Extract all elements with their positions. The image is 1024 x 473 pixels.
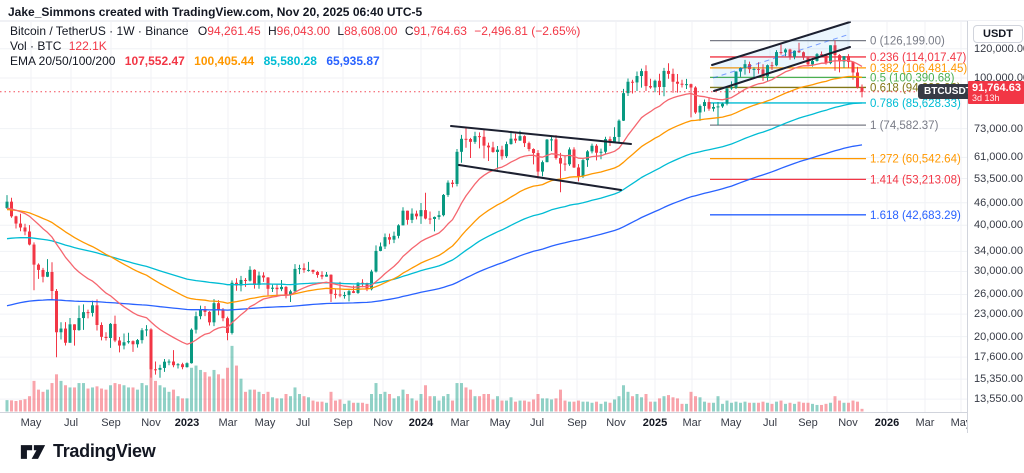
time-tick-label: Nov (838, 417, 858, 429)
price-tick-label: 34,000.00 (974, 245, 1023, 258)
fib-level-label: 1.272 (60,542.64) (870, 154, 961, 166)
symbol-price-badge: BTCUSDT (918, 84, 978, 100)
time-tick-label: May (720, 417, 742, 429)
price-tick-label: 13,550.00 (974, 393, 1023, 406)
time-tick-label: Mar (682, 417, 702, 429)
price-tick-label: 73,000.00 (974, 122, 1023, 135)
symbol-legend-row[interactable]: Bitcoin / TetherUS · 1W · Binance O94,26… (10, 24, 580, 38)
ema-label: EMA 20/50/100/200 (10, 54, 116, 68)
price-tick-label: 61,000.00 (974, 151, 1023, 164)
ema20-value: 107,552.47 (124, 54, 185, 68)
time-tick-label: 2023 (174, 417, 200, 429)
legend-separator: · (109, 24, 114, 38)
open-label: O (197, 24, 208, 38)
time-tick-label: Sep (567, 417, 587, 429)
time-axis[interactable]: May Jul Sep Nov 2023 Mar May Jul Sep Nov 2024 Mar Ma… (0, 414, 967, 433)
legend-separator: · (137, 24, 142, 38)
low-label: L (337, 24, 345, 38)
ema50-value: 100,405.44 (194, 54, 255, 68)
usdt-scale-button[interactable]: USDT (973, 25, 1023, 43)
legend-separator: · (30, 39, 35, 53)
symbol-title[interactable]: Bitcoin / TetherUS (10, 24, 106, 38)
time-tick-label: 2026 (874, 417, 900, 429)
symbol-exchange: Binance (145, 24, 189, 38)
time-tick-label: Mar (450, 417, 470, 429)
tradingview-logo-icon (20, 444, 46, 459)
volume-value: 122.1K (68, 39, 107, 53)
fib-level-label: 0.5 (100,390.68) (870, 72, 955, 84)
time-tick-label: Nov (141, 417, 161, 429)
tradingview-logo[interactable]: TradingView (20, 441, 156, 462)
time-tick-label: May (950, 417, 967, 429)
volume-label: Vol (10, 39, 27, 53)
time-tick-label: Jul (63, 417, 79, 429)
last-price-badge: 91,764.63 3d 13h (968, 80, 1024, 104)
time-tick-label: Jul (762, 417, 778, 429)
symbol-interval[interactable]: 1W (116, 24, 135, 38)
time-tick-label: May (254, 417, 276, 429)
volume-legend-row[interactable]: Vol · BTC 122.1K (10, 39, 580, 53)
time-tick-label: Jul (295, 417, 311, 429)
volume-unit: BTC (37, 39, 62, 53)
fib-level-label: 1.618 (42,683.29) (870, 210, 961, 222)
fib-level-label: 0.236 (114,017.47) (870, 52, 967, 64)
time-tick-label: May (489, 417, 511, 429)
chart-legend: Bitcoin / TetherUS · 1W · Binance O94,26… (10, 24, 580, 69)
fib-level-label: 1 (74,582.37) (870, 120, 939, 132)
time-tick-label: Sep (101, 417, 121, 429)
ema-legend-row[interactable]: EMA 20/50/100/200 107,552.47 100,405.44 … (10, 54, 580, 68)
price-tick-label: 40,000.00 (974, 219, 1023, 232)
price-tick-label: 30,000.00 (974, 265, 1023, 278)
attribution-text: Jake_Simmons created with TradingView.co… (8, 5, 423, 19)
time-tick-label: Jul (529, 417, 545, 429)
close-value: 91,764.63 (413, 24, 467, 38)
fib-level-label: 0.382 (106,481.45) (870, 63, 967, 75)
price-tick-label: 26,000.00 (974, 288, 1023, 301)
high-label: H (268, 24, 277, 38)
open-value: 94,261.45 (207, 24, 261, 38)
close-label: C (404, 24, 414, 38)
price-tick-label: 53,500.00 (974, 172, 1023, 185)
time-tick-label: Sep (333, 417, 353, 429)
change-value: −2,496.81 (−2.65%) (474, 24, 581, 38)
price-tick-label: 120,000.00 (974, 42, 1024, 55)
time-tick-label: Mar (218, 417, 238, 429)
time-tick-label: Sep (798, 417, 818, 429)
ema100-value: 85,580.28 (263, 54, 317, 68)
high-value: 96,043.00 (276, 24, 331, 38)
tradingview-logo-text: TradingView (53, 441, 156, 461)
time-tick-label: 2025 (642, 417, 668, 429)
price-tick-label: 15,350.00 (974, 373, 1023, 386)
price-tick-label: 20,000.00 (974, 330, 1023, 343)
time-tick-label: Nov (373, 417, 393, 429)
time-tick-label: Nov (606, 417, 626, 429)
bar-countdown: 3d 13h (972, 92, 1000, 103)
fib-level-label: 0.786 (85,628.33) (870, 98, 961, 110)
price-tick-label: 23,000.00 (974, 308, 1023, 321)
fib-level-label: 0 (126,199.00) (870, 36, 945, 48)
price-axis[interactable]: USDT 120,000.00 100,000.00 73,000.00 61,000… (968, 21, 1024, 433)
last-price-value: 91,764.63 (972, 81, 1021, 94)
time-tick-label: Mar (915, 417, 935, 429)
fib-level-label: 1.414 (53,213.08) (870, 174, 961, 186)
price-tick-label: 46,000.00 (974, 196, 1023, 209)
time-tick-label: 2024 (408, 417, 434, 429)
low-value: 88,608.00 (344, 24, 398, 38)
price-tick-label: 17,600.00 (974, 351, 1023, 364)
time-tick-label: May (20, 417, 42, 429)
ema200-value: 65,935.87 (326, 54, 380, 68)
